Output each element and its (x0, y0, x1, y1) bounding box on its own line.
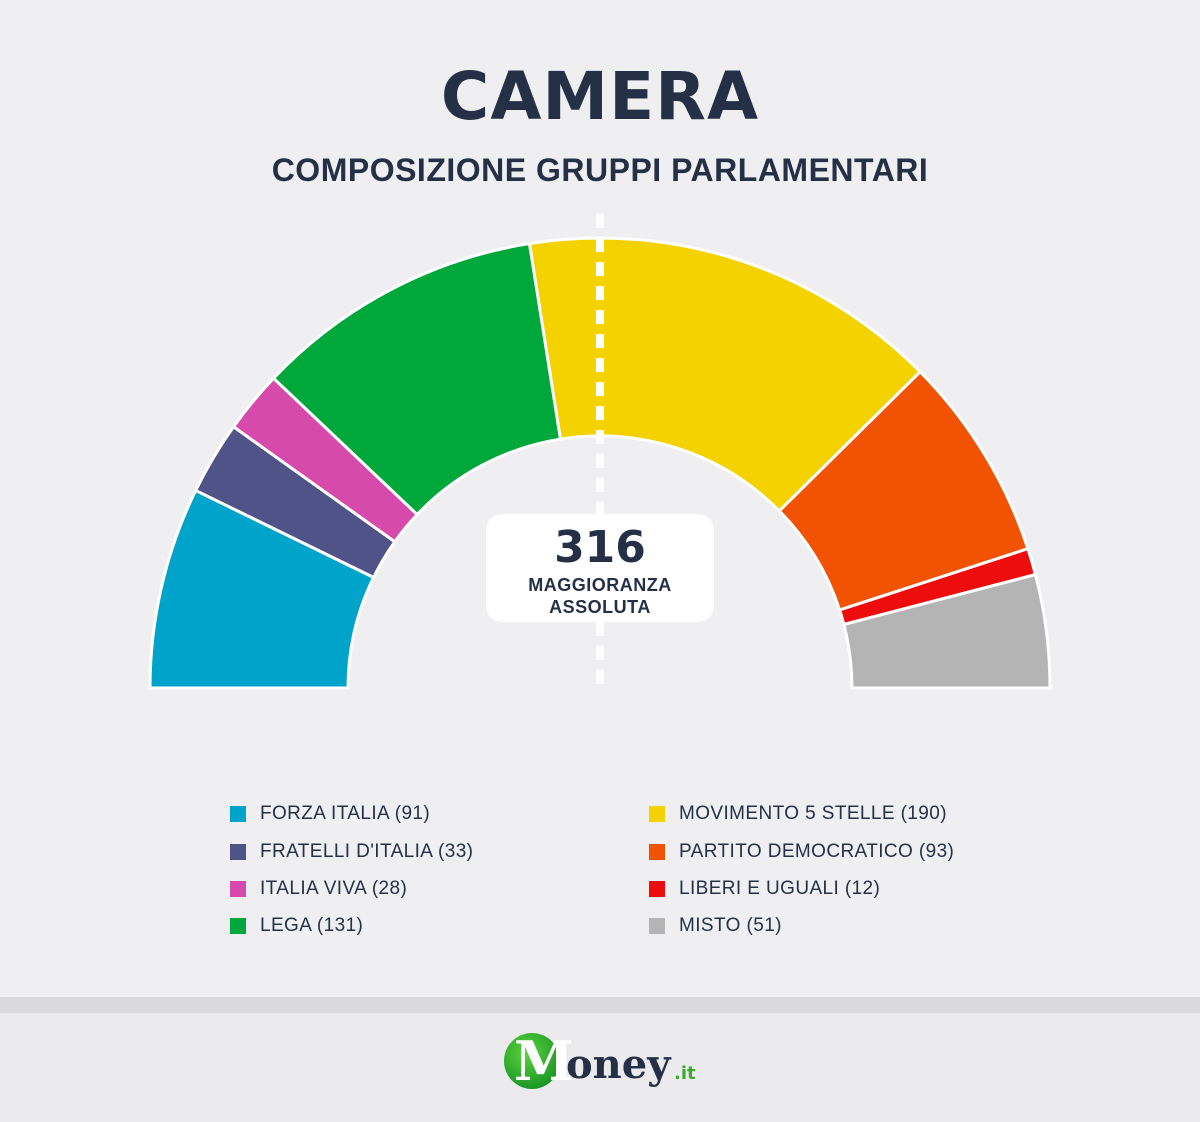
legend-swatch (230, 881, 246, 897)
legend-label: FRATELLI D'ITALIA (33) (260, 841, 474, 862)
legend-swatch (649, 806, 665, 822)
legend-item: FRATELLI D'ITALIA (33) (230, 834, 473, 870)
legend: FORZA ITALIA (91) FRATELLI D'ITALIA (33)… (230, 796, 1030, 956)
legend-item: LEGA (131) (230, 908, 363, 944)
legend-item: FORZA ITALIA (91) (230, 796, 430, 832)
legend-item: ITALIA VIVA (28) (230, 871, 407, 907)
parliament-chart (148, 214, 1052, 690)
legend-swatch (230, 918, 246, 934)
legend-label: LIBERI E UGUALI (12) (679, 878, 881, 899)
legend-label: LEGA (131) (260, 915, 364, 936)
legend-item: MOVIMENTO 5 STELLE (190) (649, 796, 947, 832)
chart-slice-misto (842, 572, 1052, 690)
logo-circle-icon (504, 1033, 560, 1089)
legend-swatch (649, 844, 665, 860)
legend-item: PARTITO DEMOCRATICO (93) (649, 834, 954, 870)
legend-item: MISTO (51) (649, 908, 782, 944)
legend-label: PARTITO DEMOCRATICO (93) (679, 841, 955, 862)
logo-tld: .it (674, 1063, 696, 1084)
legend-swatch (230, 806, 246, 822)
page-title: CAMERA (440, 58, 760, 135)
money-logo[interactable]: M oney .it (504, 1029, 704, 1103)
logo-initial: M (514, 1029, 574, 1093)
legend-swatch (649, 918, 665, 934)
legend-label: MOVIMENTO 5 STELLE (190) (679, 803, 947, 824)
legend-label: MISTO (51) (679, 915, 782, 936)
majority-value: 316 (554, 522, 646, 573)
legend-swatch (230, 844, 246, 860)
majority-label: MAGGIORANZA ASSOLUTA (528, 575, 672, 617)
legend-label: FORZA ITALIA (91) (260, 803, 431, 824)
majority-badge: 316 MAGGIORANZA ASSOLUTA (486, 514, 714, 622)
logo-wordmark: oney (566, 1041, 671, 1088)
footer (0, 1013, 1200, 1122)
legend-swatch (649, 881, 665, 897)
page-subtitle: COMPOSIZIONE GRUPPI PARLAMENTARI (271, 152, 929, 188)
chart-slice-movimento-5-stelle (527, 236, 923, 514)
legend-label: ITALIA VIVA (28) (260, 878, 408, 899)
footer-divider (0, 997, 1200, 1013)
legend-item: LIBERI E UGUALI (12) (649, 871, 880, 907)
